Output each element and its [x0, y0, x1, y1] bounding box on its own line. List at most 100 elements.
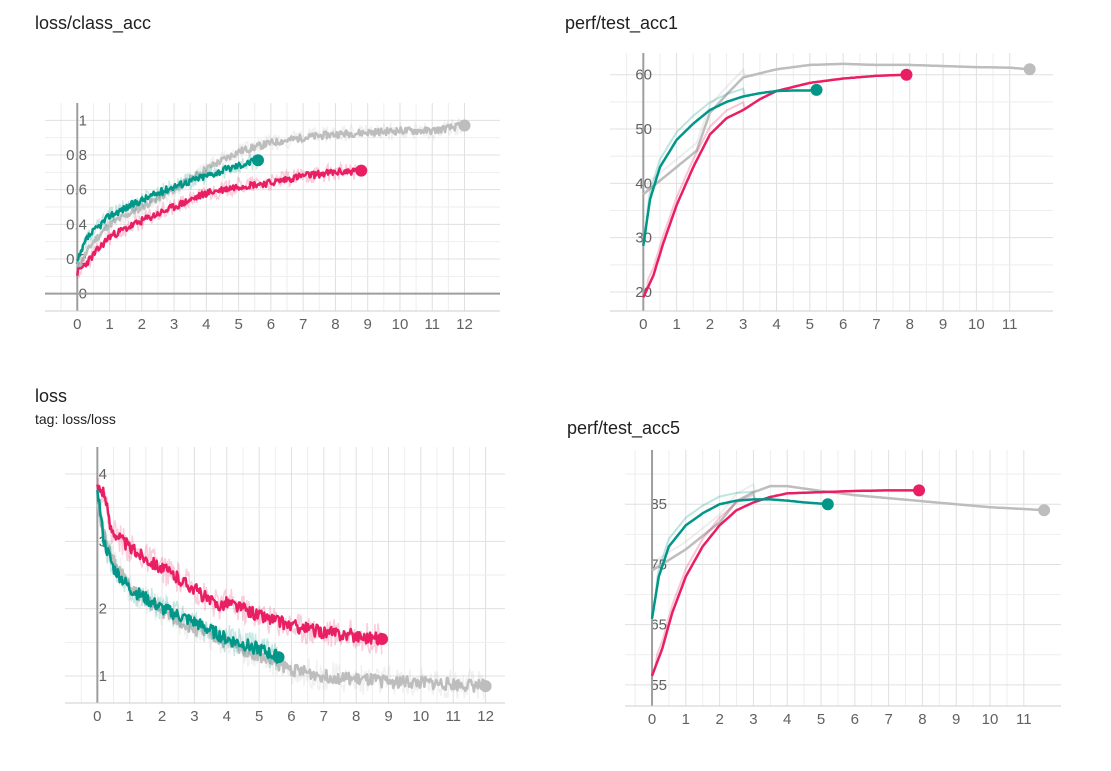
series-end-marker — [913, 484, 926, 497]
x-tick-label: 8 — [906, 316, 914, 333]
y-tick-label: 1 — [99, 668, 107, 685]
series-line — [650, 498, 828, 619]
x-tick-label: 9 — [939, 316, 947, 333]
x-tick-label: 9 — [384, 708, 392, 725]
x-tick-label: 8 — [331, 316, 339, 333]
x-tick-label: 4 — [223, 708, 231, 725]
x-tick-label: 5 — [255, 708, 263, 725]
x-tick-label: 10 — [413, 708, 430, 725]
series-line — [642, 73, 907, 298]
x-tick-label: 3 — [170, 316, 178, 333]
chart-plot[interactable]: 012345678910112030405060 — [555, 0, 1111, 380]
x-tick-label: 5 — [806, 316, 814, 333]
x-tick-label: 10 — [982, 711, 999, 728]
y-tick-label: 55 — [650, 677, 667, 694]
x-tick-label: 5 — [234, 316, 242, 333]
x-tick-label: 11 — [1016, 711, 1032, 728]
series-line — [651, 484, 1045, 572]
x-tick-label: 0 — [93, 708, 101, 725]
y-tick-label: 4 — [99, 466, 107, 483]
x-tick-label: 6 — [267, 316, 275, 333]
x-tick-label: 4 — [772, 316, 780, 333]
chart-card-loss: loss tag: loss/loss 0 1 2 3 4 5 6 7 8 9 10 11 12 1 2 3 4 — [0, 380, 555, 771]
x-tick-label: 2 — [706, 316, 714, 333]
x-tick-label: 0 — [639, 316, 647, 333]
x-tick-label: 7 — [320, 708, 328, 725]
x-tick-label: 2 — [715, 711, 723, 728]
chart-title: loss — [35, 386, 68, 406]
x-tick-label: 6 — [287, 708, 295, 725]
series-line — [76, 157, 259, 262]
series-end-marker — [900, 68, 913, 81]
grid — [625, 450, 1061, 706]
series-end-marker — [355, 164, 368, 177]
x-tick-label: 0 — [73, 316, 81, 333]
series-end-marker — [251, 154, 264, 167]
x-tick-label: 1 — [672, 316, 680, 333]
x-tick-label: 8 — [918, 711, 926, 728]
y-tick-label: 85 — [650, 496, 667, 513]
series-line — [76, 167, 362, 276]
series-end-marker — [1023, 63, 1036, 76]
x-tick-label: 1 — [126, 708, 134, 725]
series-end-marker — [1038, 504, 1051, 517]
x-tick-label: 0 — [648, 711, 656, 728]
grid — [45, 103, 500, 311]
x-tick-label: 3 — [190, 708, 198, 725]
x-tick-label: 9 — [952, 711, 960, 728]
series-line — [76, 121, 466, 268]
x-tick-label: 10 — [392, 316, 409, 333]
series-line — [96, 484, 383, 646]
x-tick-label: 6 — [851, 711, 859, 728]
x-tick-label: 12 — [477, 708, 494, 725]
x-tick-label: 7 — [884, 711, 892, 728]
series-raw-line — [642, 73, 907, 298]
x-tick-label: 9 — [364, 316, 372, 333]
series-line — [642, 62, 1030, 196]
series-end-marker — [810, 83, 823, 96]
x-tick-label: 11 — [445, 708, 461, 725]
x-tick-label: 1 — [105, 316, 113, 333]
x-tick-label: 6 — [839, 316, 847, 333]
series-end-marker — [479, 680, 492, 693]
series-end-marker — [376, 633, 389, 645]
grid — [65, 447, 505, 703]
x-tick-label: 4 — [783, 711, 791, 728]
x-tick-label: 2 — [138, 316, 146, 333]
series-end-marker — [821, 498, 834, 511]
chart-subtitle: tag: loss/loss — [35, 411, 116, 427]
x-tick-label: 7 — [299, 316, 307, 333]
series-raw-line — [96, 477, 383, 655]
series-raw-line — [651, 489, 919, 677]
chart-title: perf/test_acc1 — [565, 13, 679, 33]
chart-card-class-acc: loss/class_acc 012345678910111200.20.40.… — [0, 0, 555, 380]
x-tick-label: 11 — [1002, 316, 1018, 333]
series-raw-line — [642, 87, 817, 246]
x-tick-label: 8 — [352, 708, 360, 725]
chart-title: perf/test_acc5 — [567, 418, 681, 438]
series-line — [650, 489, 919, 677]
x-tick-label: 2 — [158, 708, 166, 725]
y-tick-label: 65 — [650, 617, 667, 634]
y-tick-label: 2 — [99, 601, 107, 618]
x-tick-label: 12 — [456, 316, 473, 333]
chart-title: loss/class_acc — [35, 13, 152, 33]
chart-card-test-acc5: perf/test_acc5 0 1 2 3 4 5 6 7 8 9 10 11 55 65 75 85 — [555, 380, 1111, 771]
x-tick-label: 1 — [682, 711, 690, 728]
chart-card-test-acc1: perf/test_acc1 012345678910112030405060 — [555, 0, 1111, 380]
x-tick-label: 10 — [968, 316, 985, 333]
x-tick-label: 3 — [749, 711, 757, 728]
chart-plot[interactable]: 012345678910111200.20.40.60.81 — [0, 0, 555, 380]
series-line — [642, 88, 817, 246]
series-end-marker — [458, 119, 471, 132]
y-tick-label: 1 — [79, 112, 87, 129]
series-end-marker — [272, 651, 285, 664]
series-raw-line — [76, 161, 362, 280]
x-tick-label: 4 — [202, 316, 210, 333]
x-tick-label: 11 — [424, 316, 440, 333]
x-tick-label: 3 — [739, 316, 747, 333]
grid — [610, 53, 1053, 311]
x-tick-label: 5 — [817, 711, 825, 728]
